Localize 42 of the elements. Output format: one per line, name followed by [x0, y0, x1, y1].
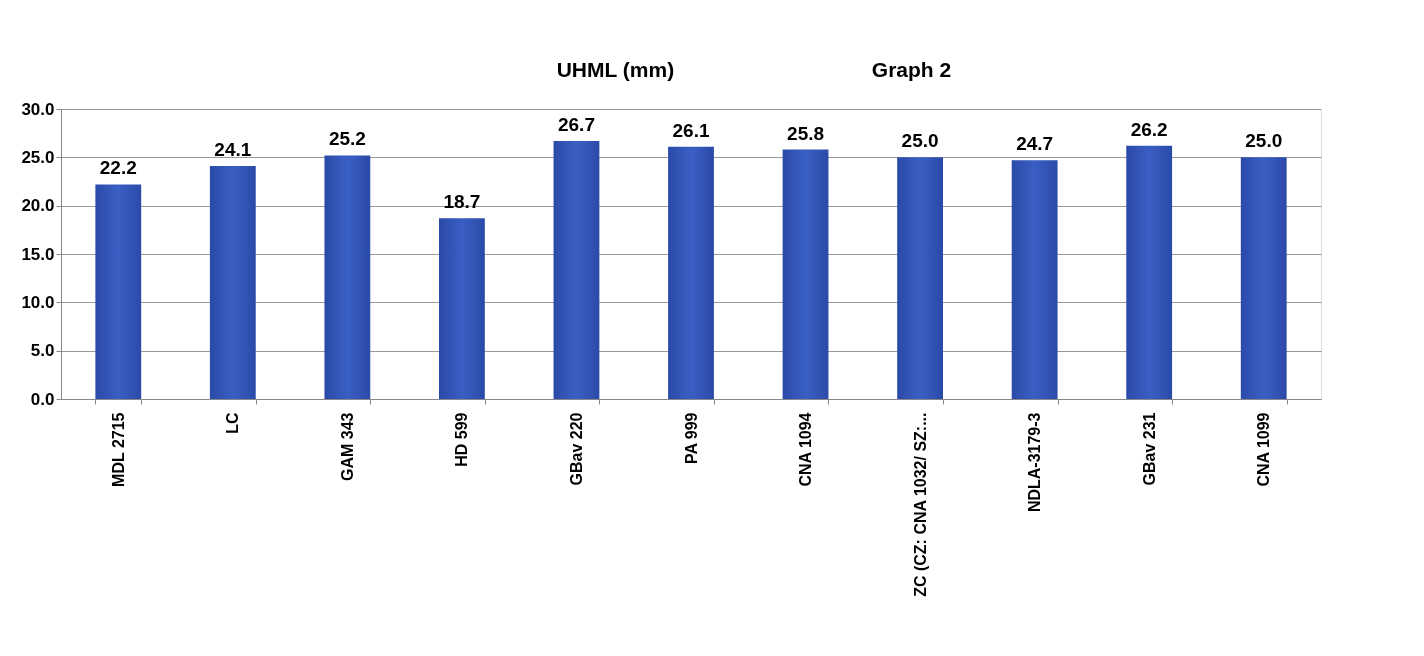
y-tick-label: 10.0 [21, 292, 55, 312]
y-tick-label: 0.0 [30, 389, 55, 409]
x-tick-label: MDL 2715 [109, 412, 127, 487]
x-tick-label: GAM 343 [338, 412, 356, 481]
bar [553, 140, 600, 399]
data-label: 26.7 [557, 113, 595, 135]
x-tick-label: GBav 220 [567, 412, 585, 486]
data-label: 25.0 [1245, 130, 1283, 152]
y-tick-label: 20.0 [21, 196, 55, 216]
bar [782, 149, 829, 399]
x-tick-label: CNA 1099 [1255, 412, 1273, 487]
y-tick-label: 25.0 [21, 147, 55, 167]
data-label: 26.1 [672, 119, 710, 141]
x-tick-label: NDLA-3179-3 [1026, 412, 1044, 513]
data-label: 26.2 [1130, 118, 1168, 140]
bar [439, 218, 485, 399]
bar [1126, 145, 1173, 399]
bar [95, 184, 142, 399]
data-label: 25.2 [328, 128, 366, 150]
bar [1011, 160, 1058, 399]
data-label: 25.0 [901, 130, 939, 152]
data-label: 22.2 [99, 157, 137, 179]
y-tick-label: 15.0 [21, 244, 55, 264]
y-tick-label: 30.0 [21, 99, 55, 119]
data-label: 24.7 [1016, 133, 1054, 155]
caption: Graph 2 [871, 58, 952, 81]
x-tick-label: PA 999 [682, 412, 700, 465]
bar [897, 157, 943, 399]
data-label: 24.1 [214, 139, 252, 161]
bar [324, 155, 371, 399]
x-tick-label: HD 599 [453, 412, 471, 467]
chart-title: UHML (mm) [556, 58, 675, 81]
x-tick-label: GBav 231 [1140, 412, 1158, 486]
data-label: 25.8 [787, 122, 825, 144]
bar [668, 146, 714, 399]
x-tick-label: LC [224, 412, 242, 434]
data-label: 18.7 [443, 191, 481, 213]
bar [209, 166, 256, 399]
bar [1240, 157, 1287, 399]
x-tick-label: ZC (CZ: CNA 1032/ SZ:... [911, 412, 929, 597]
y-tick-label: 5.0 [30, 341, 55, 361]
x-tick-label: CNA 1094 [797, 412, 815, 487]
